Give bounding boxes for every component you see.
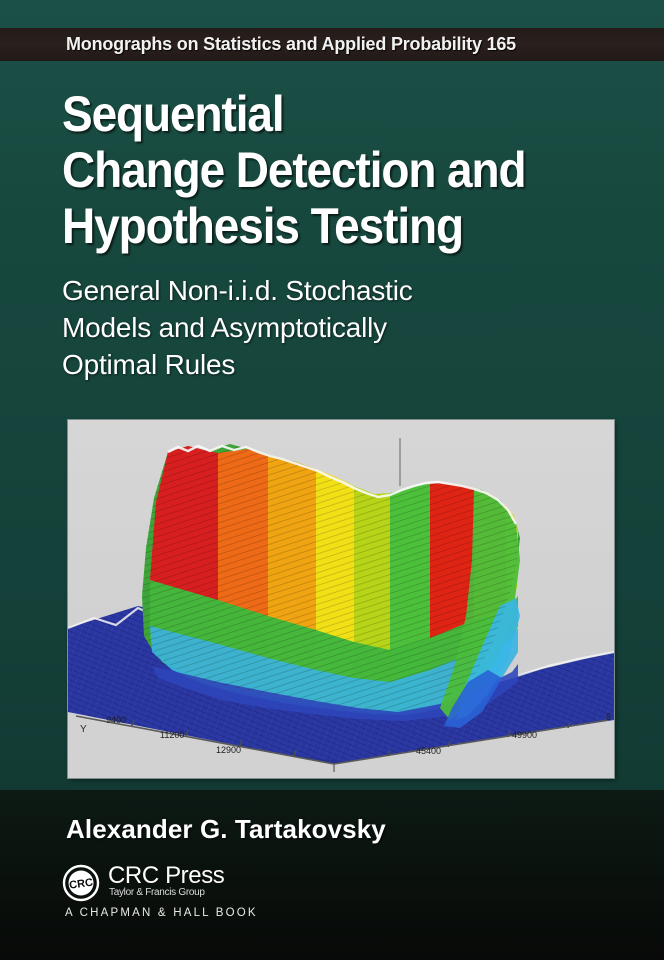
series-band [0,28,664,61]
publisher-group: Taylor & Francis Group [109,887,205,898]
surface-ridge [142,444,520,728]
x-tick-label-3: 5 [606,712,611,722]
cover-figure: 9400 11200 12900 45400 49900 5 Y [68,420,614,778]
series-line: Monographs on Statistics and Applied Pro… [66,34,516,54]
publisher-name: CRC Press [108,862,225,889]
cover-bottom-panel [0,790,664,960]
y-tick-label-2: 11200 [160,730,184,740]
subtitle: General Non-i.i.d. Stochastic Models and… [62,272,632,383]
x-tick-label-1: 45400 [416,746,441,756]
author-name: Alexander G. Tartakovsky [66,814,386,844]
plot-axes: 9400 11200 12900 45400 49900 5 Y [68,712,614,778]
title-line-3: Hypothesis Testing [62,198,464,254]
publisher-logo: CRC CRC Press Taylor & Francis Group A C… [62,862,292,924]
subtitle-line-1: General Non-i.i.d. Stochastic [62,275,413,306]
x-tick-label-2: 49900 [512,730,537,740]
crc-press-logo-icon: CRC [62,864,100,902]
title-line-1: Sequential [62,86,285,142]
page-title: Sequential Change Detection and Hypothes… [62,86,650,254]
y-axis-title: Y [80,724,87,735]
y-axis-line [75,715,335,765]
x-axis-line [333,719,609,765]
y-tick-label-1: 9400 [106,715,126,725]
imprint-line: A CHAPMAN & HALL BOOK [65,907,258,919]
svg-text:CRC: CRC [69,877,94,892]
subtitle-line-2: Models and Asymptotically [62,312,387,343]
y-tick-label-3: 12900 [216,745,241,755]
title-line-2: Change Detection and [62,142,527,198]
subtitle-line-3: Optimal Rules [62,349,236,380]
surface-plot-3d: 9400 11200 12900 45400 49900 5 Y [68,420,614,778]
